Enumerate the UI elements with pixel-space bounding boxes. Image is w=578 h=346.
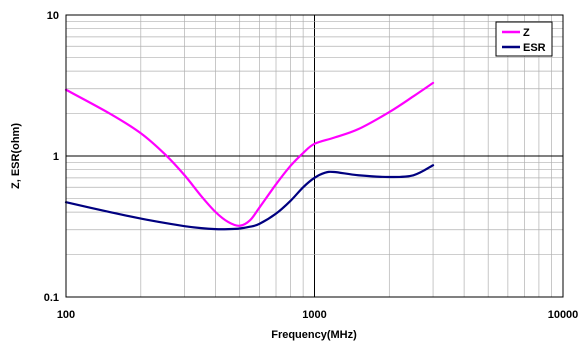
series-layer <box>64 81 435 231</box>
series-line-esr <box>64 164 435 231</box>
y-tick-label: 10 <box>47 10 59 22</box>
y-tick-label: 1 <box>53 151 59 163</box>
series-line-z <box>64 81 435 227</box>
legend-label-z: Z <box>523 27 530 39</box>
x-axis-title: Frequency(MHz) <box>271 329 357 341</box>
y-tick-label: 0.1 <box>44 292 59 304</box>
y-axis-title: Z, ESR(ohm) <box>10 123 22 189</box>
legend: Z ESR <box>495 21 553 57</box>
legend-box <box>495 21 553 57</box>
x-tick-label: 1000 <box>302 309 326 321</box>
x-tick-label: 100 <box>57 309 75 321</box>
plot-border <box>65 14 564 298</box>
tick-labels: 100 1000 10000 0.1 1 10 <box>44 10 578 321</box>
grid <box>66 15 563 297</box>
legend-label-esr: ESR <box>523 42 546 54</box>
x-tick-label: 10000 <box>548 309 578 321</box>
